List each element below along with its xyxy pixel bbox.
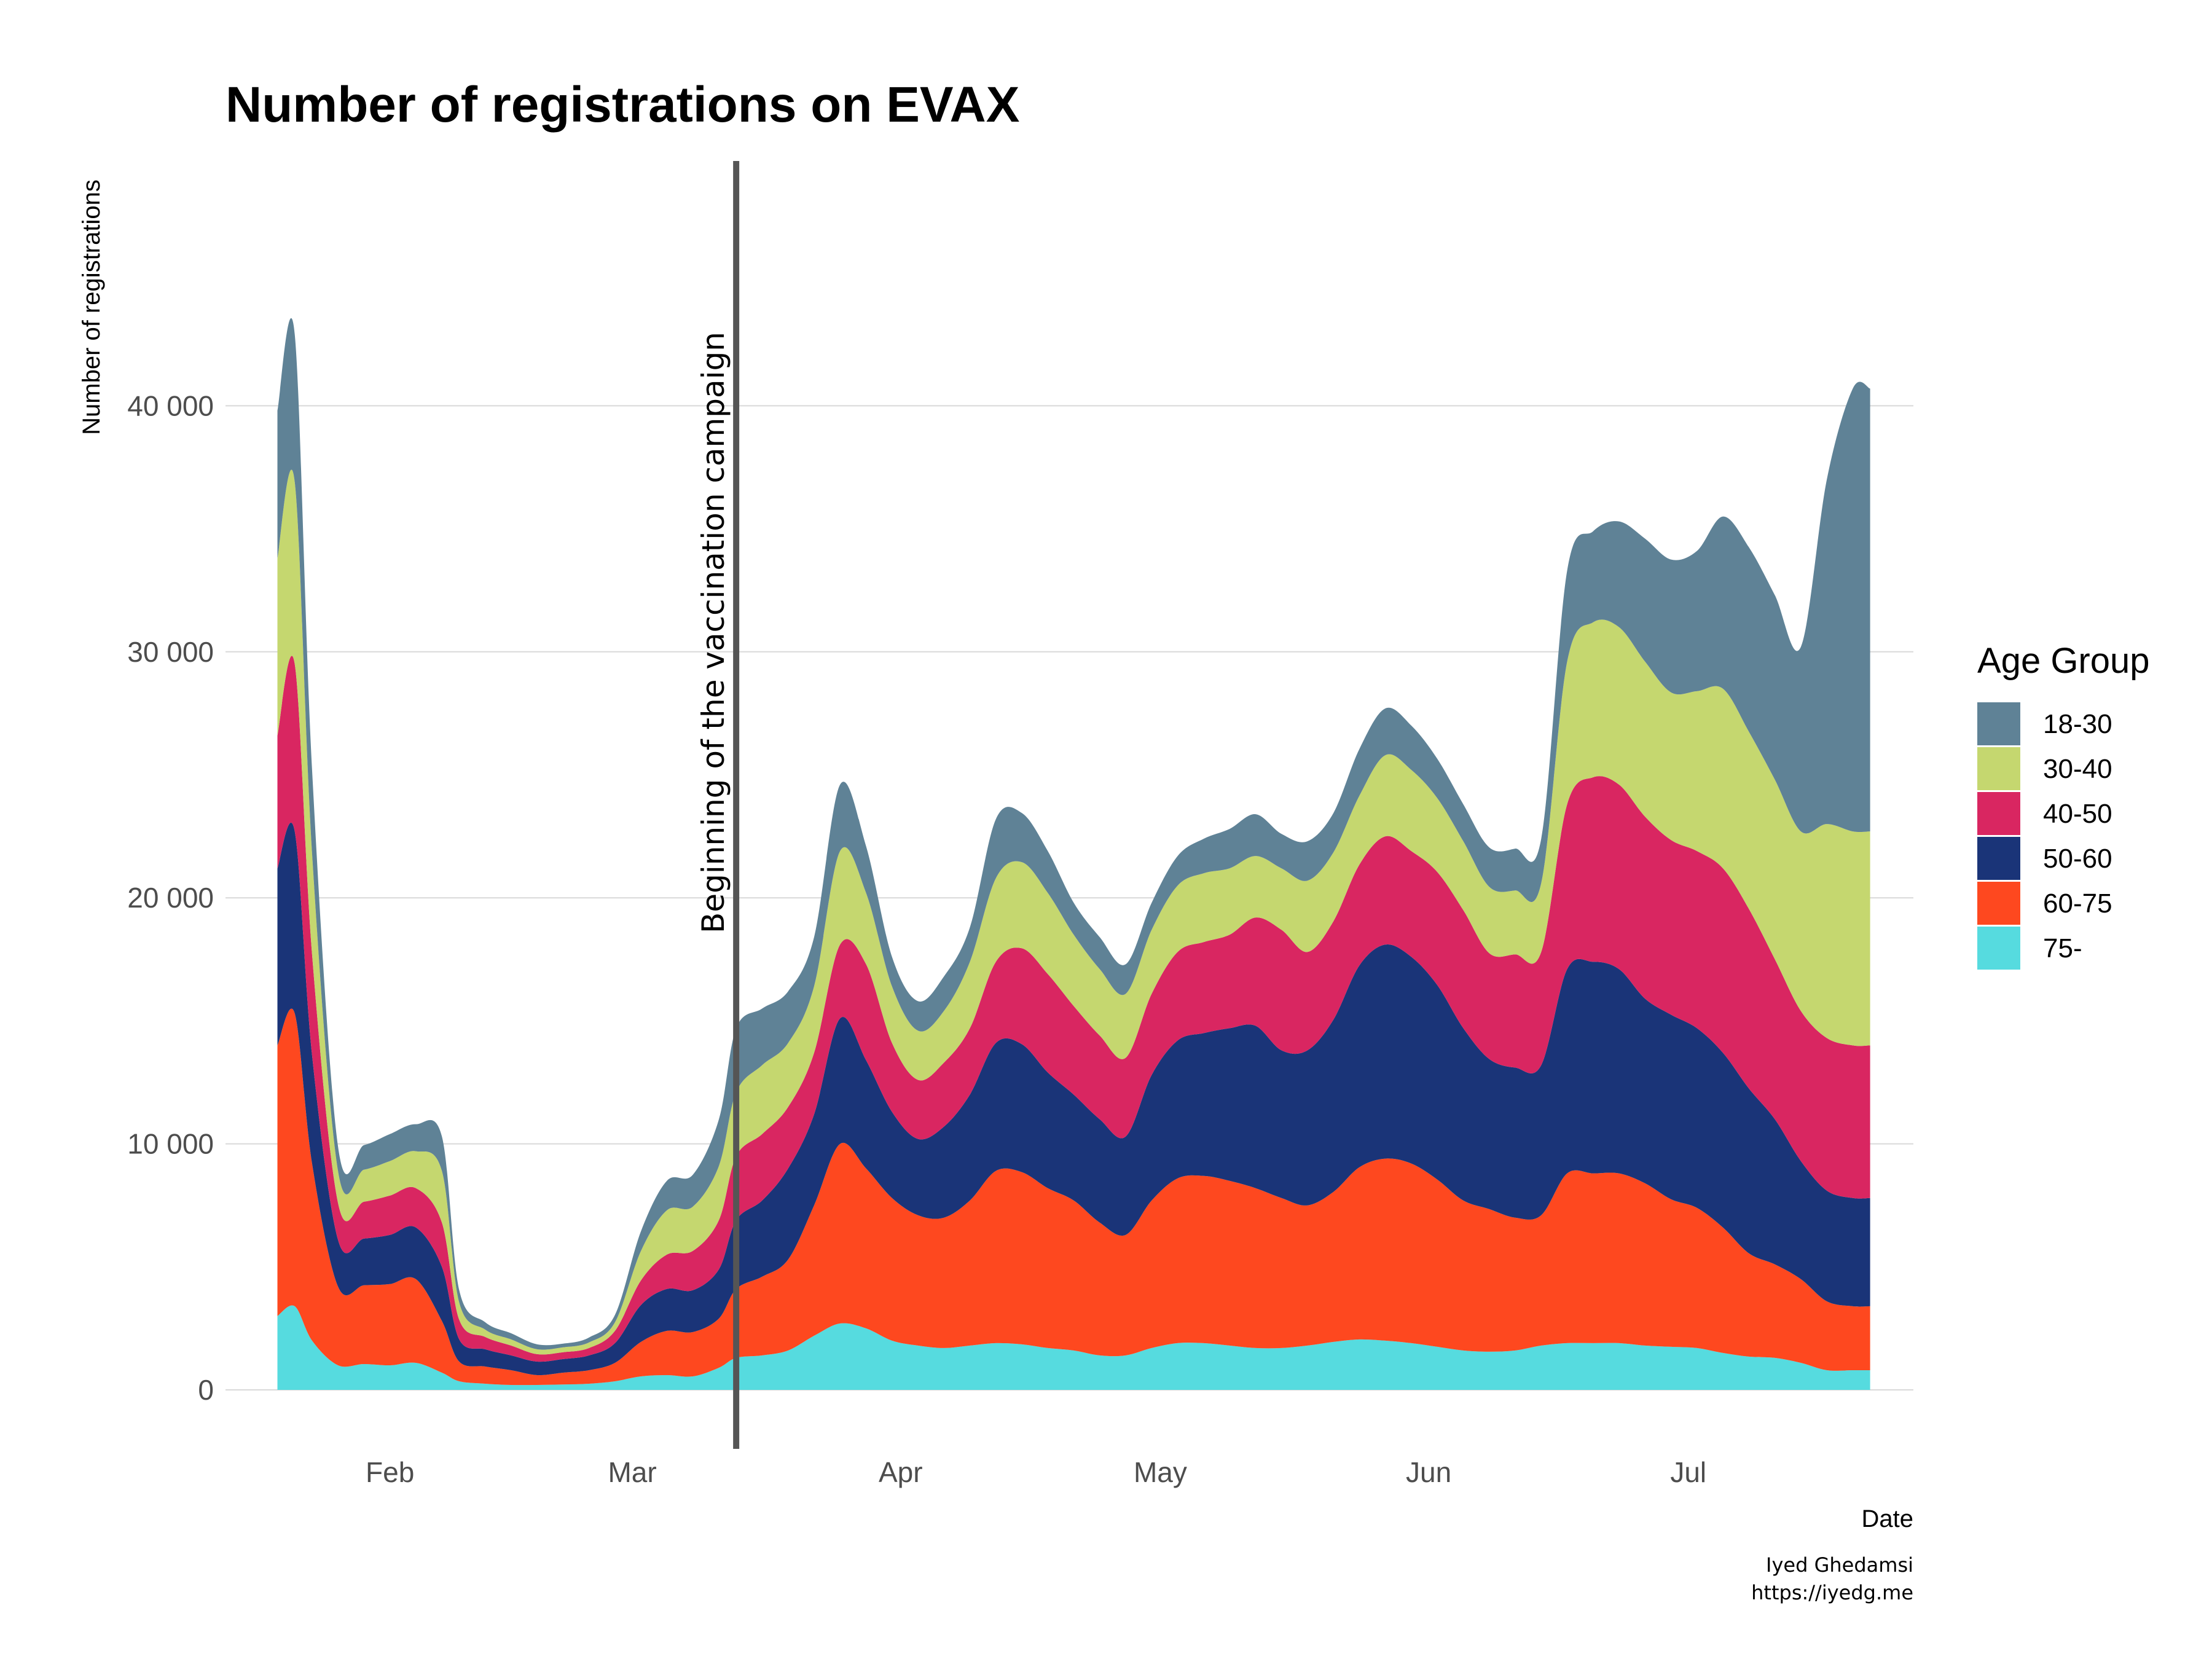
x-tick-label: Jun [1406,1456,1451,1488]
area-60-75 [277,1008,1870,1386]
y-tick-label: 20 000 [127,882,214,914]
y-tick-label: 0 [198,1374,214,1406]
legend-label: 40-50 [2043,799,2112,829]
legend-swatch [1977,927,2020,970]
legend-swatch [1977,837,2020,880]
legend-swatch [1977,702,2020,745]
legend-label: 50-60 [2043,844,2112,874]
y-tick-label: 30 000 [127,636,214,668]
legend-label: 75- [2043,933,2082,963]
chart-title: Number of registrations on EVAX [226,77,1019,133]
legend: Age Group 18-30 30-40 40-50 50-60 60-75 75- [1977,641,2150,970]
area-50-60 [277,822,1870,1376]
caption-url: https://iyedg.me [1751,1581,1913,1604]
legend-label: 30-40 [2043,754,2112,784]
stacked-areas [277,318,1870,1390]
caption-author: Iyed Ghedamsi [1766,1553,1913,1577]
legend-title: Age Group [1977,641,2150,681]
legend-swatch [1977,882,2020,925]
x-tick-label: May [1134,1456,1187,1488]
legend-label: 18-30 [2043,709,2112,739]
legend-swatch [1977,747,2020,790]
x-tick-label: Apr [879,1456,923,1488]
x-tick-label: Jul [1670,1456,1706,1488]
y-axis-label: Number of registrations [78,179,105,435]
x-axis-label: Date [1862,1505,1914,1532]
y-tick-label: 40 000 [127,390,214,422]
area-75- [277,1305,1870,1390]
x-axis-ticks: Feb Mar Apr May Jun Jul [366,1456,1706,1488]
y-tick-label: 10 000 [127,1128,214,1160]
vaccination-start-label: Beginning of the vaccination campaign [696,332,731,933]
area-40-50 [277,656,1870,1362]
legend-swatch [1977,792,2020,835]
y-axis-ticks: 0 10 000 20 000 30 000 40 000 [127,390,214,1406]
legend-label: 60-75 [2043,888,2112,919]
vaccination-annotation: Beginning of the vaccination campaign [696,161,740,1449]
x-tick-label: Feb [366,1456,414,1488]
x-tick-label: Mar [608,1456,656,1488]
